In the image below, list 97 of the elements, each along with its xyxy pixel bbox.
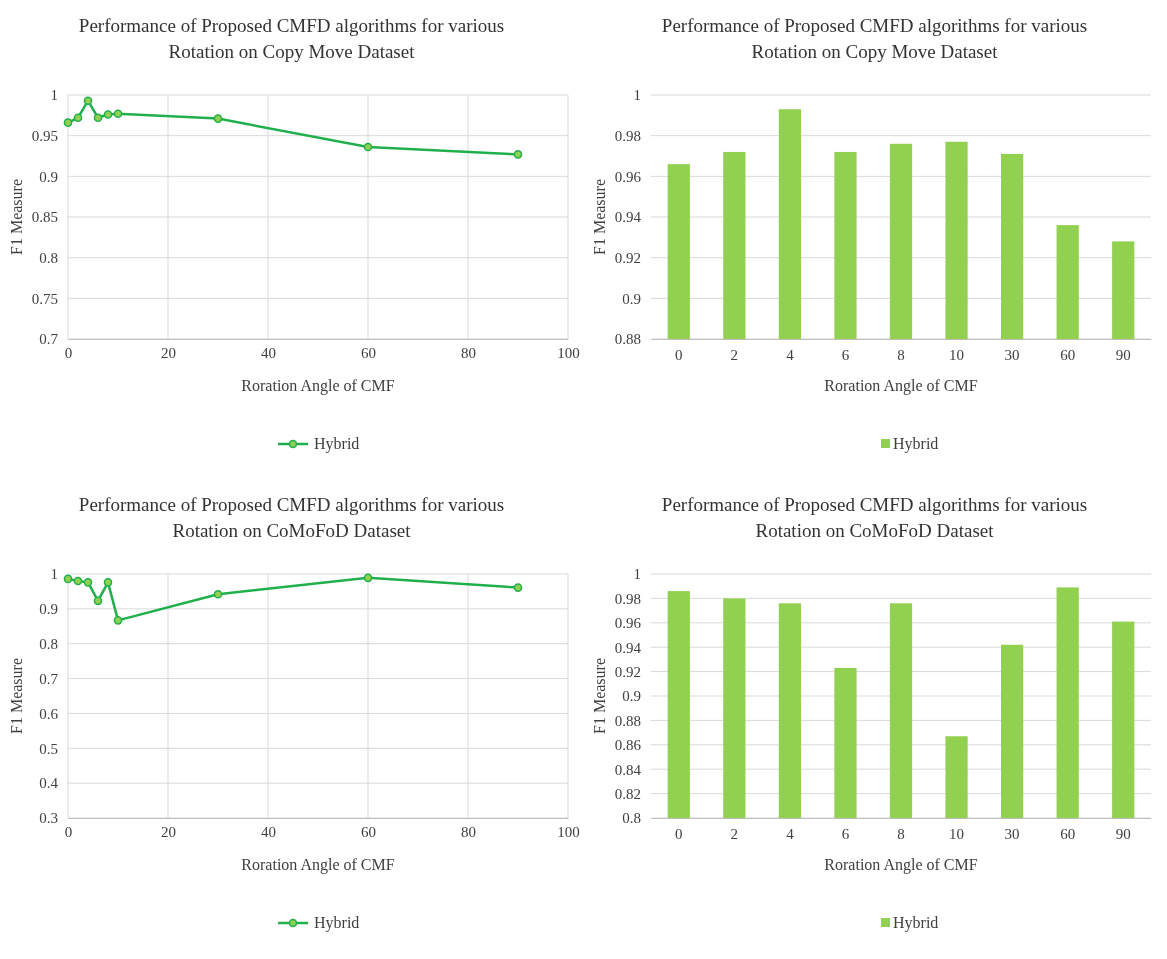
x-tick-label: 0 (675, 346, 683, 363)
y-axis-title: F1 Measure (591, 179, 608, 255)
y-tick-label: 0.96 (614, 168, 642, 185)
y-tick-label: 0.4 (39, 775, 59, 792)
x-tick-label: 2 (730, 346, 739, 363)
x-tick-label: 8 (897, 346, 905, 363)
point (83, 578, 93, 587)
y-tick-label: 1 (50, 87, 58, 104)
y-axis-title: F1 Measure (8, 179, 25, 255)
y-tick-label: 0.86 (614, 737, 642, 754)
point (363, 573, 373, 583)
x-tick-label: 0 (675, 825, 683, 842)
y-tick-label: 0.85 (31, 209, 58, 226)
y-tick-label: 0.7 (39, 331, 59, 348)
point (103, 578, 113, 587)
x-tick-label: 8 (897, 825, 905, 842)
y-tick-label: 0.82 (614, 785, 641, 802)
y-tick-label: 0.7 (39, 670, 59, 687)
y-tick-label: 0.8 (39, 636, 58, 653)
chart-title: Performance of Proposed CMFD algorithms for various Rotation on Copy Move Dataset (661, 15, 1088, 62)
x-tick-label: 30 (1004, 346, 1020, 363)
x-tick-label: 40 (261, 823, 276, 840)
x-tick-label: 20 (161, 823, 176, 840)
point (93, 113, 103, 123)
legend-label: Hybrid (314, 435, 360, 453)
x-tick-label: 100 (557, 823, 580, 840)
y-tick-label: 0.6 (39, 705, 59, 722)
y-tick-label: 0.95 (31, 127, 58, 144)
y-tick-label: 0.84 (614, 761, 642, 778)
x-tick-label: 0 (64, 344, 73, 361)
y-tick-label: 0.94 (614, 639, 642, 656)
x-tick-label: 90 (1115, 825, 1131, 842)
x-tick-label: 60 (361, 823, 376, 840)
y-tick-label: 0.9 (622, 688, 641, 705)
x-tick-label: 30 (1004, 825, 1020, 842)
x-tick-label: 2 (730, 825, 739, 842)
x-axis-title: Roration Angle of CMF (241, 377, 395, 395)
x-tick-label: 90 (1115, 346, 1131, 363)
x-tick-label: 60 (1060, 825, 1076, 842)
point (73, 113, 83, 123)
legend-label: Hybrid (893, 435, 939, 453)
point (363, 142, 373, 152)
chart-title: Performance of Proposed CMFD algorithms for various Rotation on CoMoFoD Dataset (661, 494, 1088, 541)
legend-label: Hybrid (314, 914, 360, 932)
x-tick-label: 100 (557, 344, 580, 361)
x-tick-label: 80 (461, 823, 476, 840)
x-tick-label: 40 (261, 344, 276, 361)
point (113, 616, 123, 625)
point (513, 150, 523, 159)
y-tick-label: 0.98 (614, 127, 641, 144)
y-tick-label: 0.92 (614, 663, 641, 680)
x-tick-label: 10 (949, 346, 965, 363)
point (93, 596, 103, 606)
y-tick-label: 1 (50, 566, 58, 583)
x-tick-label: 60 (361, 344, 376, 361)
point (213, 114, 223, 123)
point (63, 118, 73, 127)
y-tick-label: 0.94 (614, 209, 642, 226)
x-tick-label: 10 (949, 825, 965, 842)
x-tick-label: 0 (64, 823, 73, 840)
x-tick-label: 4 (786, 346, 795, 363)
x-tick-label: 4 (786, 825, 795, 842)
y-tick-label: 0.88 (614, 331, 641, 348)
y-axis-title: F1 Measure (591, 658, 608, 734)
point (103, 110, 113, 119)
y-tick-label: 1 (633, 87, 641, 104)
y-axis-title: F1 Measure (8, 658, 25, 734)
x-axis-title: Roration Angle of CMF (824, 856, 978, 874)
point (213, 589, 223, 599)
y-tick-label: 0.88 (614, 712, 641, 729)
x-tick-label: 80 (461, 344, 476, 361)
point (73, 576, 83, 586)
x-tick-label: 6 (841, 825, 850, 842)
legend-label: Hybrid (893, 914, 939, 932)
y-tick-label: 0.98 (614, 590, 641, 607)
y-tick-label: 0.8 (39, 249, 58, 266)
y-tick-label: 0.9 (39, 601, 58, 618)
y-tick-label: 0.5 (39, 740, 58, 757)
y-tick-label: 0.75 (31, 290, 58, 307)
point (113, 109, 123, 119)
y-tick-label: 0.8 (622, 810, 641, 827)
y-tick-label: 0.9 (39, 168, 58, 185)
point (63, 574, 73, 584)
x-axis-title: Roration Angle of CMF (824, 377, 978, 395)
x-axis-title: Roration Angle of CMF (241, 856, 395, 874)
point (513, 583, 523, 592)
point (83, 96, 93, 105)
y-tick-label: 0.92 (614, 249, 641, 266)
chart-title: Performance of Proposed CMFD algorithms for various Rotation on CoMoFoD Dataset (78, 494, 505, 541)
x-tick-label: 6 (841, 346, 850, 363)
chart-title: Performance of Proposed CMFD algorithms for various Rotation on Copy Move Dataset (78, 15, 505, 62)
y-tick-label: 0.96 (614, 615, 642, 632)
y-tick-label: 1 (633, 566, 641, 583)
x-tick-label: 20 (161, 344, 176, 361)
x-tick-label: 60 (1060, 346, 1076, 363)
y-tick-label: 0.3 (39, 810, 58, 827)
y-tick-label: 0.9 (622, 290, 641, 307)
